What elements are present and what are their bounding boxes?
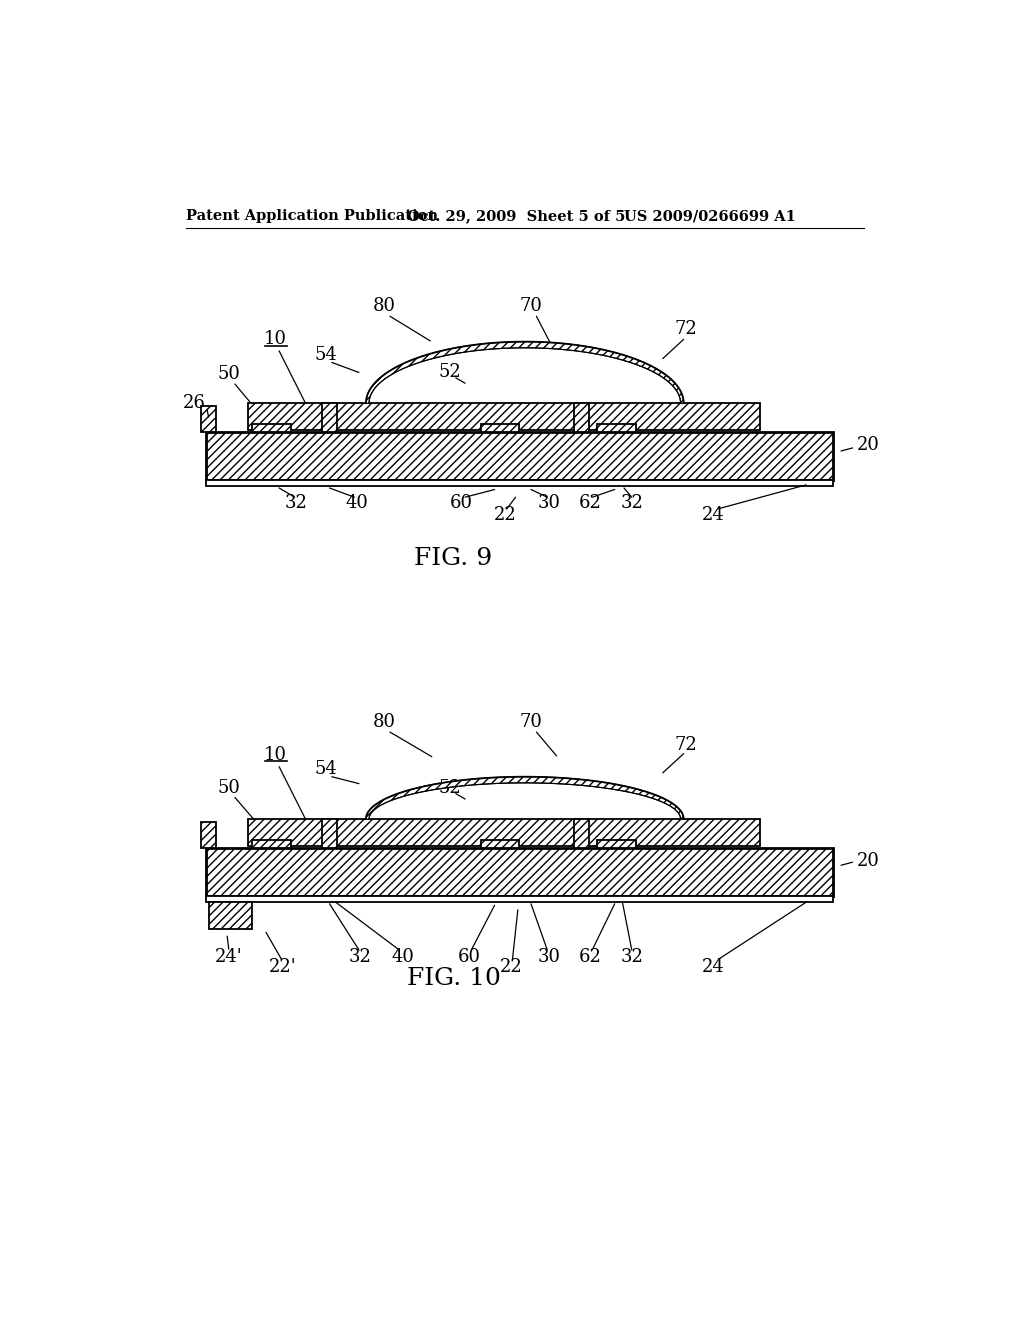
Bar bbox=[206, 432, 834, 480]
Text: 40: 40 bbox=[392, 948, 415, 966]
Text: 62: 62 bbox=[579, 948, 601, 966]
Text: 32: 32 bbox=[622, 948, 644, 966]
Bar bbox=[206, 480, 834, 487]
Text: 10: 10 bbox=[264, 746, 287, 764]
Bar bbox=[597, 840, 636, 847]
Text: 24: 24 bbox=[701, 958, 725, 975]
Bar bbox=[209, 903, 252, 929]
Text: Oct. 29, 2009  Sheet 5 of 5: Oct. 29, 2009 Sheet 5 of 5 bbox=[407, 209, 626, 223]
Text: 30: 30 bbox=[538, 495, 560, 512]
Text: 60: 60 bbox=[450, 495, 473, 512]
Bar bbox=[248, 404, 760, 430]
Text: 72: 72 bbox=[675, 737, 697, 754]
Text: 20: 20 bbox=[856, 851, 880, 870]
Text: US 2009/0266699 A1: US 2009/0266699 A1 bbox=[624, 209, 796, 223]
Text: 22: 22 bbox=[494, 506, 517, 524]
Text: 24: 24 bbox=[701, 506, 725, 524]
Text: 32: 32 bbox=[349, 948, 372, 966]
Text: 30: 30 bbox=[538, 948, 560, 966]
Bar bbox=[248, 818, 760, 846]
Bar bbox=[597, 424, 636, 432]
Polygon shape bbox=[366, 776, 684, 818]
Bar bbox=[573, 404, 589, 432]
Bar bbox=[252, 840, 291, 847]
Text: 54: 54 bbox=[314, 760, 337, 777]
Text: 24': 24' bbox=[215, 948, 243, 966]
Bar bbox=[206, 847, 834, 896]
Text: 70: 70 bbox=[519, 713, 543, 731]
Bar bbox=[480, 424, 519, 432]
Text: 50: 50 bbox=[217, 779, 241, 797]
Bar bbox=[206, 896, 834, 903]
Text: 32: 32 bbox=[622, 495, 644, 512]
Text: Patent Application Publication: Patent Application Publication bbox=[186, 209, 438, 223]
Bar bbox=[201, 822, 216, 847]
Text: 54: 54 bbox=[314, 346, 337, 364]
Polygon shape bbox=[366, 342, 684, 404]
Bar bbox=[480, 840, 519, 847]
Text: 70: 70 bbox=[519, 297, 543, 315]
Text: 10: 10 bbox=[264, 330, 287, 348]
Text: 32: 32 bbox=[285, 495, 307, 512]
Bar bbox=[322, 818, 337, 847]
Bar bbox=[201, 407, 216, 432]
Bar bbox=[322, 404, 337, 432]
Text: 62: 62 bbox=[579, 495, 601, 512]
Bar bbox=[573, 818, 589, 847]
Text: 40: 40 bbox=[345, 495, 368, 512]
Text: 60: 60 bbox=[458, 948, 480, 966]
Text: 50: 50 bbox=[217, 366, 241, 383]
Text: FIG. 10: FIG. 10 bbox=[407, 968, 501, 990]
Text: 20: 20 bbox=[856, 436, 880, 454]
Text: 72: 72 bbox=[675, 321, 697, 338]
Text: 52: 52 bbox=[438, 363, 461, 381]
Text: 80: 80 bbox=[373, 713, 395, 731]
Text: 22: 22 bbox=[501, 958, 523, 975]
Text: 26: 26 bbox=[182, 395, 206, 412]
Text: FIG. 9: FIG. 9 bbox=[415, 548, 493, 570]
Text: 52: 52 bbox=[438, 779, 461, 797]
Text: 80: 80 bbox=[373, 297, 395, 315]
Text: 22': 22' bbox=[269, 958, 297, 975]
Bar bbox=[252, 424, 291, 432]
